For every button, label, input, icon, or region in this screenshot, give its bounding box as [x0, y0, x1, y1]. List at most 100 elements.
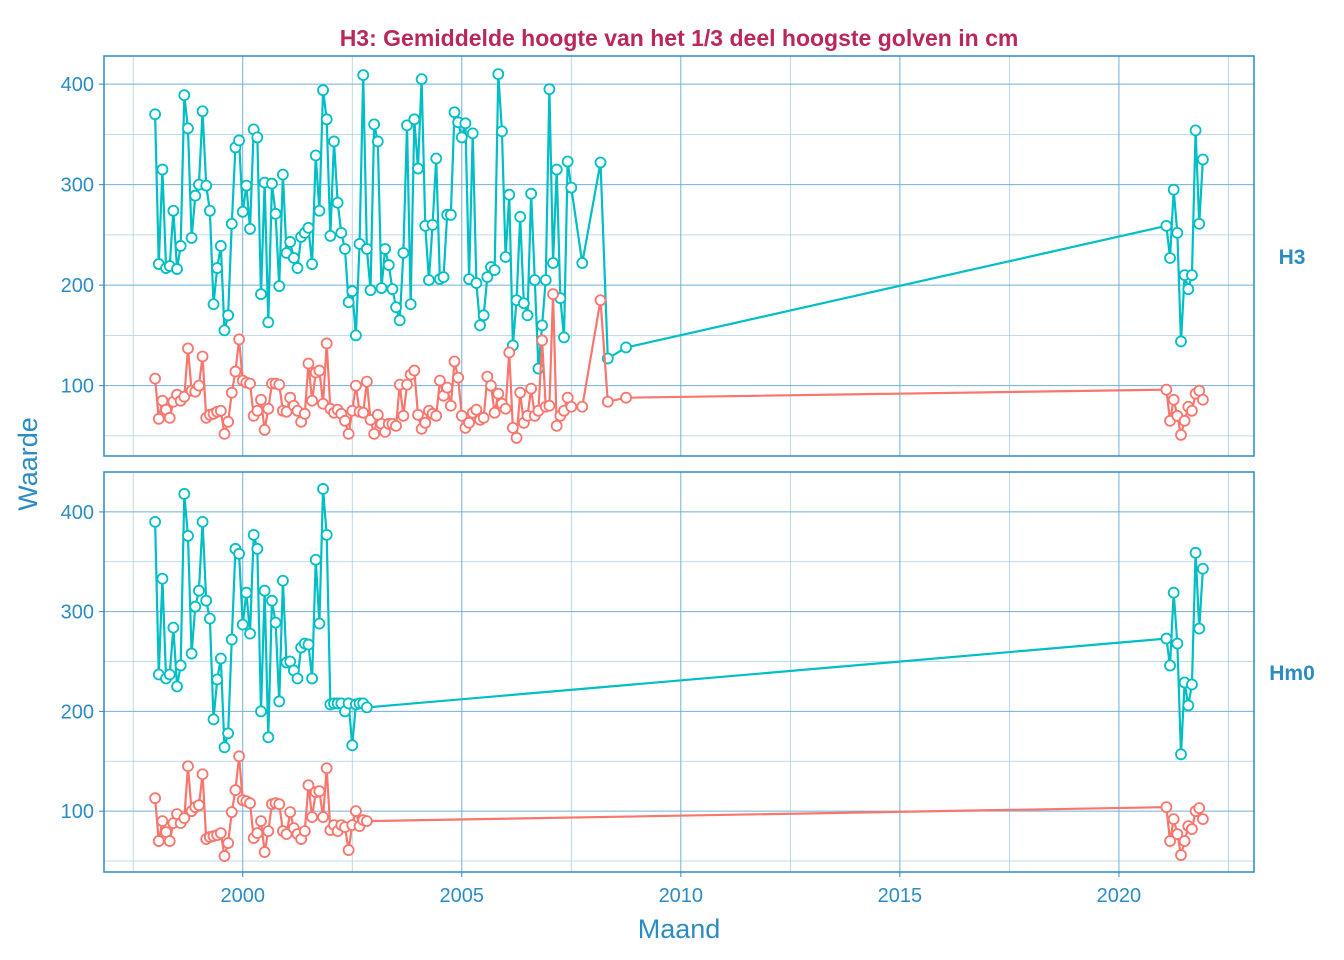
data-point — [178, 390, 191, 403]
data-point — [196, 105, 209, 118]
data-point — [594, 294, 607, 307]
data-point — [397, 409, 410, 422]
data-point — [149, 108, 162, 121]
data-point — [536, 334, 548, 347]
data-point — [276, 574, 289, 587]
x-tick-label: 2000 — [220, 885, 265, 907]
data-point — [309, 149, 322, 162]
data-point — [258, 423, 271, 436]
data-point — [167, 621, 180, 634]
data-point — [269, 207, 282, 220]
data-point — [561, 155, 574, 168]
data-point — [510, 432, 523, 444]
data-point — [152, 835, 165, 847]
series-lower — [149, 750, 1209, 862]
data-point — [342, 844, 355, 856]
data-point — [244, 222, 256, 235]
data-point — [1182, 699, 1195, 712]
data-point — [193, 379, 205, 392]
x-tick-label: 2005 — [440, 885, 485, 907]
data-point — [525, 187, 538, 200]
data-point — [517, 297, 530, 310]
data-point — [426, 218, 439, 231]
data-point — [273, 798, 286, 811]
data-point — [1160, 219, 1173, 232]
data-point — [441, 381, 454, 394]
data-point — [1175, 748, 1187, 761]
data-point — [182, 529, 194, 542]
data-point — [225, 806, 238, 819]
data-point — [174, 240, 187, 252]
series-upper — [149, 68, 1209, 375]
data-point — [302, 221, 315, 234]
data-point — [203, 204, 216, 217]
data-point — [298, 825, 311, 838]
data-point — [408, 364, 421, 377]
data-point — [306, 672, 318, 685]
data-point — [1167, 586, 1180, 599]
data-point — [156, 572, 169, 585]
chart-title: H3: Gemiddelde hoogte van het 1/3 deel h… — [340, 25, 1019, 51]
data-point — [244, 797, 256, 810]
data-point — [189, 189, 202, 202]
data-point — [236, 205, 249, 218]
y-tick-label: 200 — [61, 275, 94, 297]
data-point — [397, 247, 410, 259]
data-point — [178, 89, 191, 102]
data-point — [196, 350, 209, 363]
data-point — [255, 393, 267, 406]
y-tick-label: 100 — [61, 376, 94, 398]
data-point — [280, 828, 293, 840]
series-lower — [149, 288, 1209, 444]
data-point — [496, 125, 508, 138]
data-point — [393, 314, 406, 327]
data-point — [558, 331, 570, 344]
data-point — [492, 387, 505, 400]
data-point — [514, 386, 527, 399]
data-point — [167, 204, 180, 217]
data-point — [371, 135, 384, 148]
data-point — [401, 119, 413, 132]
y-tick-label: 400 — [61, 502, 94, 524]
data-point — [200, 179, 213, 192]
y-axis-label: Waarde — [13, 417, 43, 511]
data-point — [444, 208, 457, 221]
data-point — [214, 652, 227, 665]
data-point — [1171, 828, 1184, 840]
data-point — [364, 284, 377, 297]
data-point — [503, 346, 516, 359]
data-point — [306, 394, 318, 407]
data-point — [247, 528, 260, 541]
data-point — [444, 399, 457, 412]
data-point — [492, 68, 505, 80]
data-point — [222, 727, 235, 740]
data-point — [298, 407, 311, 420]
data-point — [455, 409, 468, 422]
panel-border — [103, 471, 1255, 873]
data-point — [193, 584, 205, 597]
data-point — [171, 263, 183, 275]
data-point — [360, 375, 373, 388]
data-point — [1189, 124, 1202, 137]
data-point — [222, 415, 235, 428]
data-point — [313, 785, 326, 798]
data-point — [244, 627, 256, 640]
data-point — [262, 731, 275, 744]
data-point — [412, 162, 424, 175]
data-point — [1193, 802, 1206, 815]
data-point — [302, 357, 315, 370]
data-point — [1186, 823, 1198, 836]
data-point — [357, 69, 370, 81]
data-point — [339, 243, 351, 255]
data-point — [1189, 546, 1202, 559]
data-point — [266, 177, 278, 190]
data-point — [233, 134, 245, 147]
data-point — [474, 319, 486, 332]
data-point — [233, 333, 245, 346]
data-point — [346, 739, 359, 752]
data-point — [594, 156, 607, 169]
data-point — [251, 131, 264, 144]
data-point — [463, 416, 475, 429]
data-point — [1167, 813, 1180, 826]
y-tick-label: 400 — [61, 74, 94, 96]
